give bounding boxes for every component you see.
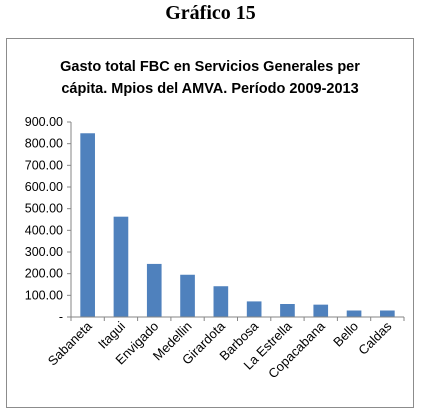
chart-title-line-1: Gasto total FBC en Servicios Generales p… bbox=[60, 59, 360, 75]
chart-title-line-2: cápita. Mpios del AMVA. Período 2009-201… bbox=[61, 81, 359, 97]
y-tick-label: 100.00 bbox=[25, 288, 63, 302]
chart-frame bbox=[6, 38, 414, 408]
y-tick-label: 400.00 bbox=[25, 223, 63, 237]
bar-la-estrella bbox=[280, 304, 295, 317]
y-tick-label: - bbox=[59, 310, 63, 324]
bar-caldas bbox=[380, 310, 395, 317]
y-tick-label: 300.00 bbox=[25, 245, 63, 259]
bar-bello bbox=[346, 310, 362, 317]
bar-barbosa bbox=[246, 301, 262, 317]
y-tick-label: 500.00 bbox=[25, 202, 63, 216]
y-tick-label: 800.00 bbox=[25, 137, 63, 151]
bar-itagui bbox=[113, 216, 129, 317]
bar-medellin bbox=[180, 274, 195, 317]
x-axis: Sabaneta ItaguiEnvigadoMedellinGirardotaB… bbox=[45, 316, 405, 381]
y-tick-label: 900.00 bbox=[25, 115, 63, 129]
bar-copacabana bbox=[313, 304, 329, 317]
x-category-label: Sabaneta bbox=[45, 318, 96, 369]
bar-sabaneta bbox=[80, 133, 95, 317]
y-axis: - 100.00 200.00 300.00 400.00 500.00 600.00 700… bbox=[25, 115, 72, 324]
bar-girardota bbox=[213, 286, 229, 317]
chart-title: Gasto total FBC en Servicios Generales p… bbox=[6, 56, 414, 100]
y-tick-label: 200.00 bbox=[25, 267, 63, 281]
y-tick-label: 700.00 bbox=[25, 158, 63, 172]
y-tick-label: 600.00 bbox=[25, 180, 63, 194]
figure-caption: Gráfico 15 bbox=[165, 2, 256, 24]
x-category-label: Caldas bbox=[355, 318, 395, 358]
bars bbox=[80, 133, 395, 317]
bar-envigado bbox=[146, 263, 162, 317]
